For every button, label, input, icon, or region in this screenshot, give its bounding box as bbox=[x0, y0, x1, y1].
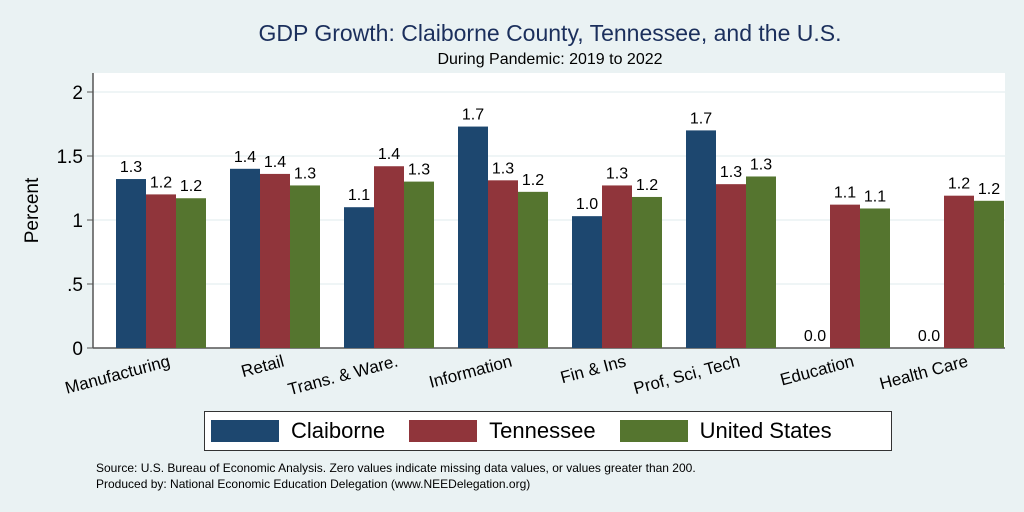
data-label: 1.3 bbox=[492, 160, 514, 177]
legend-swatch-tennessee bbox=[409, 420, 478, 442]
data-label: 1.2 bbox=[948, 176, 970, 193]
data-label: 1.3 bbox=[294, 165, 316, 182]
x-tick-label: Prof, Sci, Tech bbox=[632, 352, 742, 399]
bar-tennessee bbox=[602, 185, 632, 348]
bar-claiborne bbox=[686, 130, 716, 348]
y-tick-label: 0 bbox=[72, 339, 83, 360]
data-label: 1.2 bbox=[522, 172, 544, 189]
data-label: 1.7 bbox=[690, 110, 712, 127]
y-tick-label: 1.5 bbox=[57, 147, 83, 168]
data-label: 1.4 bbox=[378, 146, 400, 163]
chart-subtitle: During Pandemic: 2019 to 2022 bbox=[437, 51, 663, 68]
data-label: 1.2 bbox=[180, 178, 202, 195]
bar-tennessee bbox=[146, 194, 176, 348]
bar-claiborne bbox=[230, 168, 260, 348]
bar-claiborne bbox=[344, 207, 374, 348]
data-label: 1.2 bbox=[636, 177, 658, 194]
chart-title: GDP Growth: Claiborne County, Tennessee,… bbox=[258, 20, 842, 46]
bar-tennessee bbox=[488, 180, 518, 348]
produced-by-note: Produced by: National Economic Education… bbox=[96, 477, 531, 491]
data-label: 1.0 bbox=[576, 196, 598, 213]
data-label: 1.4 bbox=[264, 154, 286, 171]
bar-tennessee bbox=[260, 173, 290, 348]
bar-united-states bbox=[176, 198, 206, 348]
bar-united-states bbox=[746, 176, 776, 348]
x-tick-label: Health Care bbox=[877, 352, 970, 394]
data-label: 1.2 bbox=[150, 174, 172, 191]
y-axis-label: Percent bbox=[22, 177, 43, 243]
y-tick-label: .5 bbox=[67, 275, 83, 296]
data-label: 0.0 bbox=[918, 328, 940, 345]
data-label: 1.3 bbox=[720, 164, 742, 181]
legend-item-united-states: United States bbox=[619, 418, 832, 444]
data-label: 1.7 bbox=[462, 107, 484, 124]
x-tick-label: Fin & Ins bbox=[558, 352, 628, 388]
bar-united-states bbox=[974, 200, 1004, 348]
data-label: 1.2 bbox=[978, 181, 1000, 198]
source-note: Source: U.S. Bureau of Economic Analysis… bbox=[96, 461, 696, 475]
legend-label-claiborne: Claiborne bbox=[291, 418, 386, 443]
x-tick-label: Education bbox=[778, 352, 856, 390]
bar-tennessee bbox=[716, 184, 746, 348]
bar-united-states bbox=[860, 208, 890, 348]
bar-united-states bbox=[290, 185, 320, 348]
legend-swatch-united-states bbox=[619, 420, 688, 442]
data-label: 1.3 bbox=[750, 156, 772, 173]
legend: Claiborne Tennessee United States bbox=[204, 411, 892, 451]
data-label: 1.1 bbox=[834, 185, 856, 202]
bar-tennessee bbox=[830, 204, 860, 348]
bar-united-states bbox=[518, 191, 548, 348]
legend-label-tennessee: Tennessee bbox=[489, 418, 596, 443]
bar-united-states bbox=[632, 196, 662, 348]
bar-tennessee bbox=[944, 195, 974, 348]
legend-item-tennessee: Tennessee bbox=[409, 418, 596, 444]
data-label: 0.0 bbox=[804, 328, 826, 345]
y-tick-label: 2 bbox=[72, 83, 83, 104]
y-tick-label: 1 bbox=[72, 211, 83, 232]
legend-swatch-claiborne bbox=[211, 420, 279, 442]
bar-tennessee bbox=[374, 166, 404, 348]
bar-claiborne bbox=[458, 126, 488, 348]
legend-item-claiborne: Claiborne bbox=[211, 418, 385, 444]
data-label: 1.3 bbox=[408, 162, 430, 179]
legend-label-united-states: United States bbox=[699, 418, 832, 443]
data-label: 1.3 bbox=[606, 165, 628, 182]
data-label: 1.1 bbox=[864, 188, 886, 205]
data-label: 1.3 bbox=[120, 159, 142, 176]
bar-claiborne bbox=[572, 216, 602, 348]
data-label: 1.4 bbox=[234, 149, 256, 166]
x-tick-label: Retail bbox=[239, 352, 286, 382]
bar-united-states bbox=[404, 181, 434, 348]
data-label: 1.1 bbox=[348, 187, 370, 204]
x-tick-label: Information bbox=[427, 352, 514, 392]
bar-claiborne bbox=[116, 179, 146, 348]
x-tick-label: Trans. & Ware. bbox=[286, 352, 400, 400]
